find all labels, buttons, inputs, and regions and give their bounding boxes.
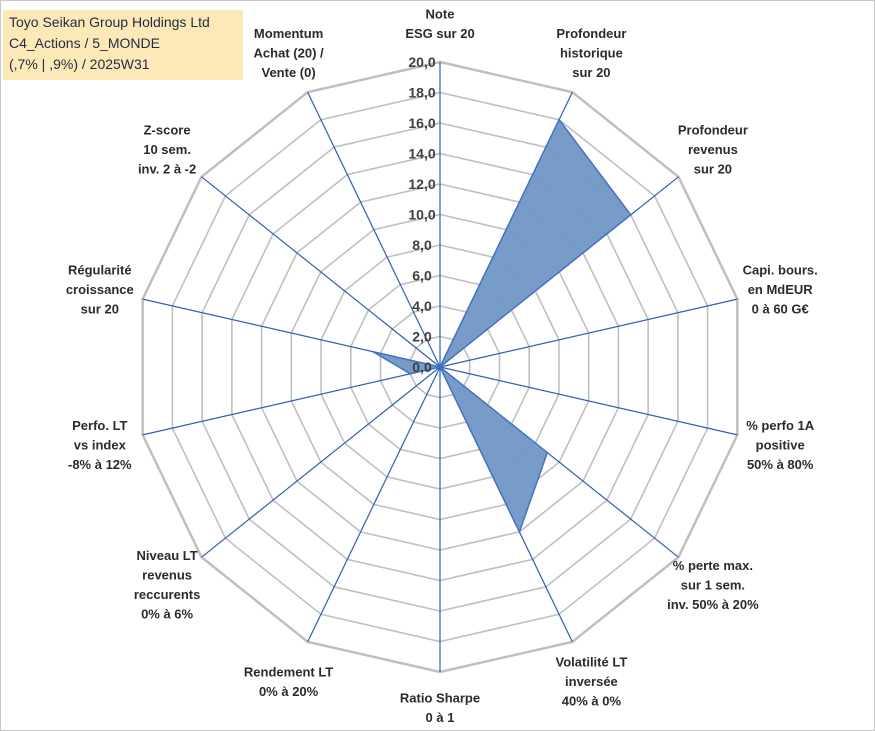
- spoke-12: [201, 176, 441, 368]
- category-label-12-line-0: Z-score: [144, 123, 191, 138]
- category-label-8-line-0: Rendement LT: [244, 664, 333, 679]
- tick-label-9: 18,0: [408, 85, 435, 101]
- category-label-2: Profondeur revenus sur 20: [678, 123, 748, 177]
- category-label-7: Ratio Sharpe 0 à 1: [400, 691, 480, 726]
- category-label-12-line-2: inv. 2 à -2: [138, 162, 196, 177]
- category-label-12-line-1: 10 sem.: [143, 142, 191, 157]
- tick-label-7: 14,0: [408, 146, 435, 162]
- category-label-13: Momentum Achat (20) / Vente (0): [254, 26, 324, 80]
- category-label-6-line-0: Volatilité LT: [556, 655, 628, 670]
- category-label-11-line-2: sur 20: [81, 302, 119, 317]
- chart-title-line-3: (,7% | ,9%) / 2025W31: [9, 56, 150, 72]
- category-label-4-line-2: 50% à 80%: [747, 457, 814, 472]
- category-label-10: Perfo. LT vs index -8% à 12%: [68, 418, 132, 472]
- category-label-1-line-1: historique: [560, 45, 623, 60]
- spoke-4: [439, 366, 738, 436]
- data-point-5: [546, 451, 549, 454]
- category-label-4-line-1: positive: [756, 437, 805, 452]
- category-label-1-line-0: Profondeur: [556, 26, 626, 41]
- category-label-7-line-1: 0 à 1: [426, 710, 455, 725]
- tick-label-6: 12,0: [408, 176, 435, 192]
- data-point-2: [629, 214, 632, 216]
- category-label-12: Z-score 10 sem. inv. 2 à -2: [138, 123, 196, 177]
- spoke-3: [439, 298, 738, 368]
- chart-title-line-2: C4_Actions / 5_MONDE: [9, 35, 160, 51]
- category-label-1: Profondeur historique sur 20: [556, 26, 626, 80]
- category-label-13-line-2: Vente (0): [262, 65, 316, 80]
- tick-label-3: 6,0: [412, 268, 432, 284]
- category-label-1-line-2: sur 20: [572, 65, 610, 80]
- tick-label-1: 2,0: [412, 329, 432, 345]
- category-label-2-line-0: Profondeur: [678, 123, 748, 138]
- category-label-9-line-3: 0% à 6%: [141, 607, 193, 622]
- category-label-3: Capi. bours. en MdEUR 0 à 60 G€: [743, 263, 818, 317]
- spoke-8: [307, 366, 441, 643]
- category-label-9-line-1: revenus: [142, 568, 192, 583]
- tick-label-5: 10,0: [408, 207, 435, 223]
- chart-title-box: Toyo Seikan Group Holdings Ltd C4_Action…: [3, 10, 243, 80]
- category-label-9: Niveau LT revenus reccurents 0% à 6%: [134, 548, 200, 622]
- category-label-11-line-1: croissance: [66, 282, 134, 297]
- data-point-10: [409, 372, 412, 375]
- category-label-5-line-0: % perte max.: [673, 558, 753, 573]
- category-label-8-line-1: 0% à 20%: [259, 684, 319, 699]
- category-label-6-line-1: inversée: [565, 674, 618, 689]
- tick-label-0: 0,0: [412, 359, 432, 375]
- spoke-13: [307, 91, 441, 368]
- spoke-10: [142, 366, 441, 436]
- category-label-0-line-0: Note: [426, 7, 455, 22]
- radial-tick-labels: 0,0 2,0 4,0 6,0 8,0 10,0 12,0 14,0 16,0 18,0 20,0: [408, 54, 435, 375]
- spoke-9: [201, 366, 441, 558]
- data-point-13: [439, 366, 441, 368]
- category-labels: Note ESG sur 20 Profondeur historique sur 20…: [66, 7, 818, 726]
- category-label-0: Note ESG sur 20: [405, 7, 474, 42]
- category-label-5: % perte max. sur 1 sem. inv. 50% à 20%: [667, 558, 759, 612]
- category-label-4-line-0: % perfo 1A: [746, 418, 815, 433]
- category-label-3-line-0: Capi. bours.: [743, 263, 818, 278]
- data-point-11: [372, 350, 374, 353]
- category-label-7-line-0: Ratio Sharpe: [400, 691, 480, 706]
- category-label-9-line-2: reccurents: [134, 587, 200, 602]
- category-label-8: Rendement LT 0% à 20%: [244, 664, 333, 699]
- data-point-1: [558, 118, 560, 121]
- category-label-10-line-0: Perfo. LT: [72, 418, 127, 433]
- category-label-10-line-2: -8% à 12%: [68, 457, 132, 472]
- category-label-13-line-0: Momentum: [254, 26, 323, 41]
- chart-title-line-1: Toyo Seikan Group Holdings Ltd: [9, 14, 210, 30]
- data-point-6: [518, 531, 521, 533]
- category-label-10-line-1: vs index: [74, 437, 127, 452]
- category-label-2-line-1: revenus: [688, 142, 738, 157]
- radar-series: [372, 118, 632, 534]
- category-label-3-line-2: 0 à 60 G€: [752, 302, 809, 317]
- category-label-13-line-1: Achat (20) /: [254, 45, 324, 60]
- category-label-11-line-0: Régularité: [68, 263, 132, 278]
- category-label-4: % perfo 1A positive 50% à 80%: [746, 418, 815, 472]
- category-label-3-line-1: en MdEUR: [748, 282, 814, 297]
- tick-label-10: 20,0: [408, 54, 435, 70]
- category-label-6-line-2: 40% à 0%: [562, 694, 622, 709]
- tick-label-8: 16,0: [408, 115, 435, 131]
- category-label-6: Volatilité LT inversée 40% à 0%: [556, 655, 628, 709]
- tick-label-4: 8,0: [412, 237, 432, 253]
- category-label-5-line-2: inv. 50% à 20%: [667, 597, 759, 612]
- tick-label-2: 4,0: [412, 298, 432, 314]
- category-label-5-line-1: sur 1 sem.: [681, 577, 745, 592]
- series-area: [372, 118, 632, 534]
- category-label-0-line-1: ESG sur 20: [405, 26, 474, 41]
- category-label-9-line-0: Niveau LT: [137, 548, 198, 563]
- category-label-11: Régularité croissance sur 20: [66, 263, 134, 317]
- category-label-2-line-2: sur 20: [694, 162, 732, 177]
